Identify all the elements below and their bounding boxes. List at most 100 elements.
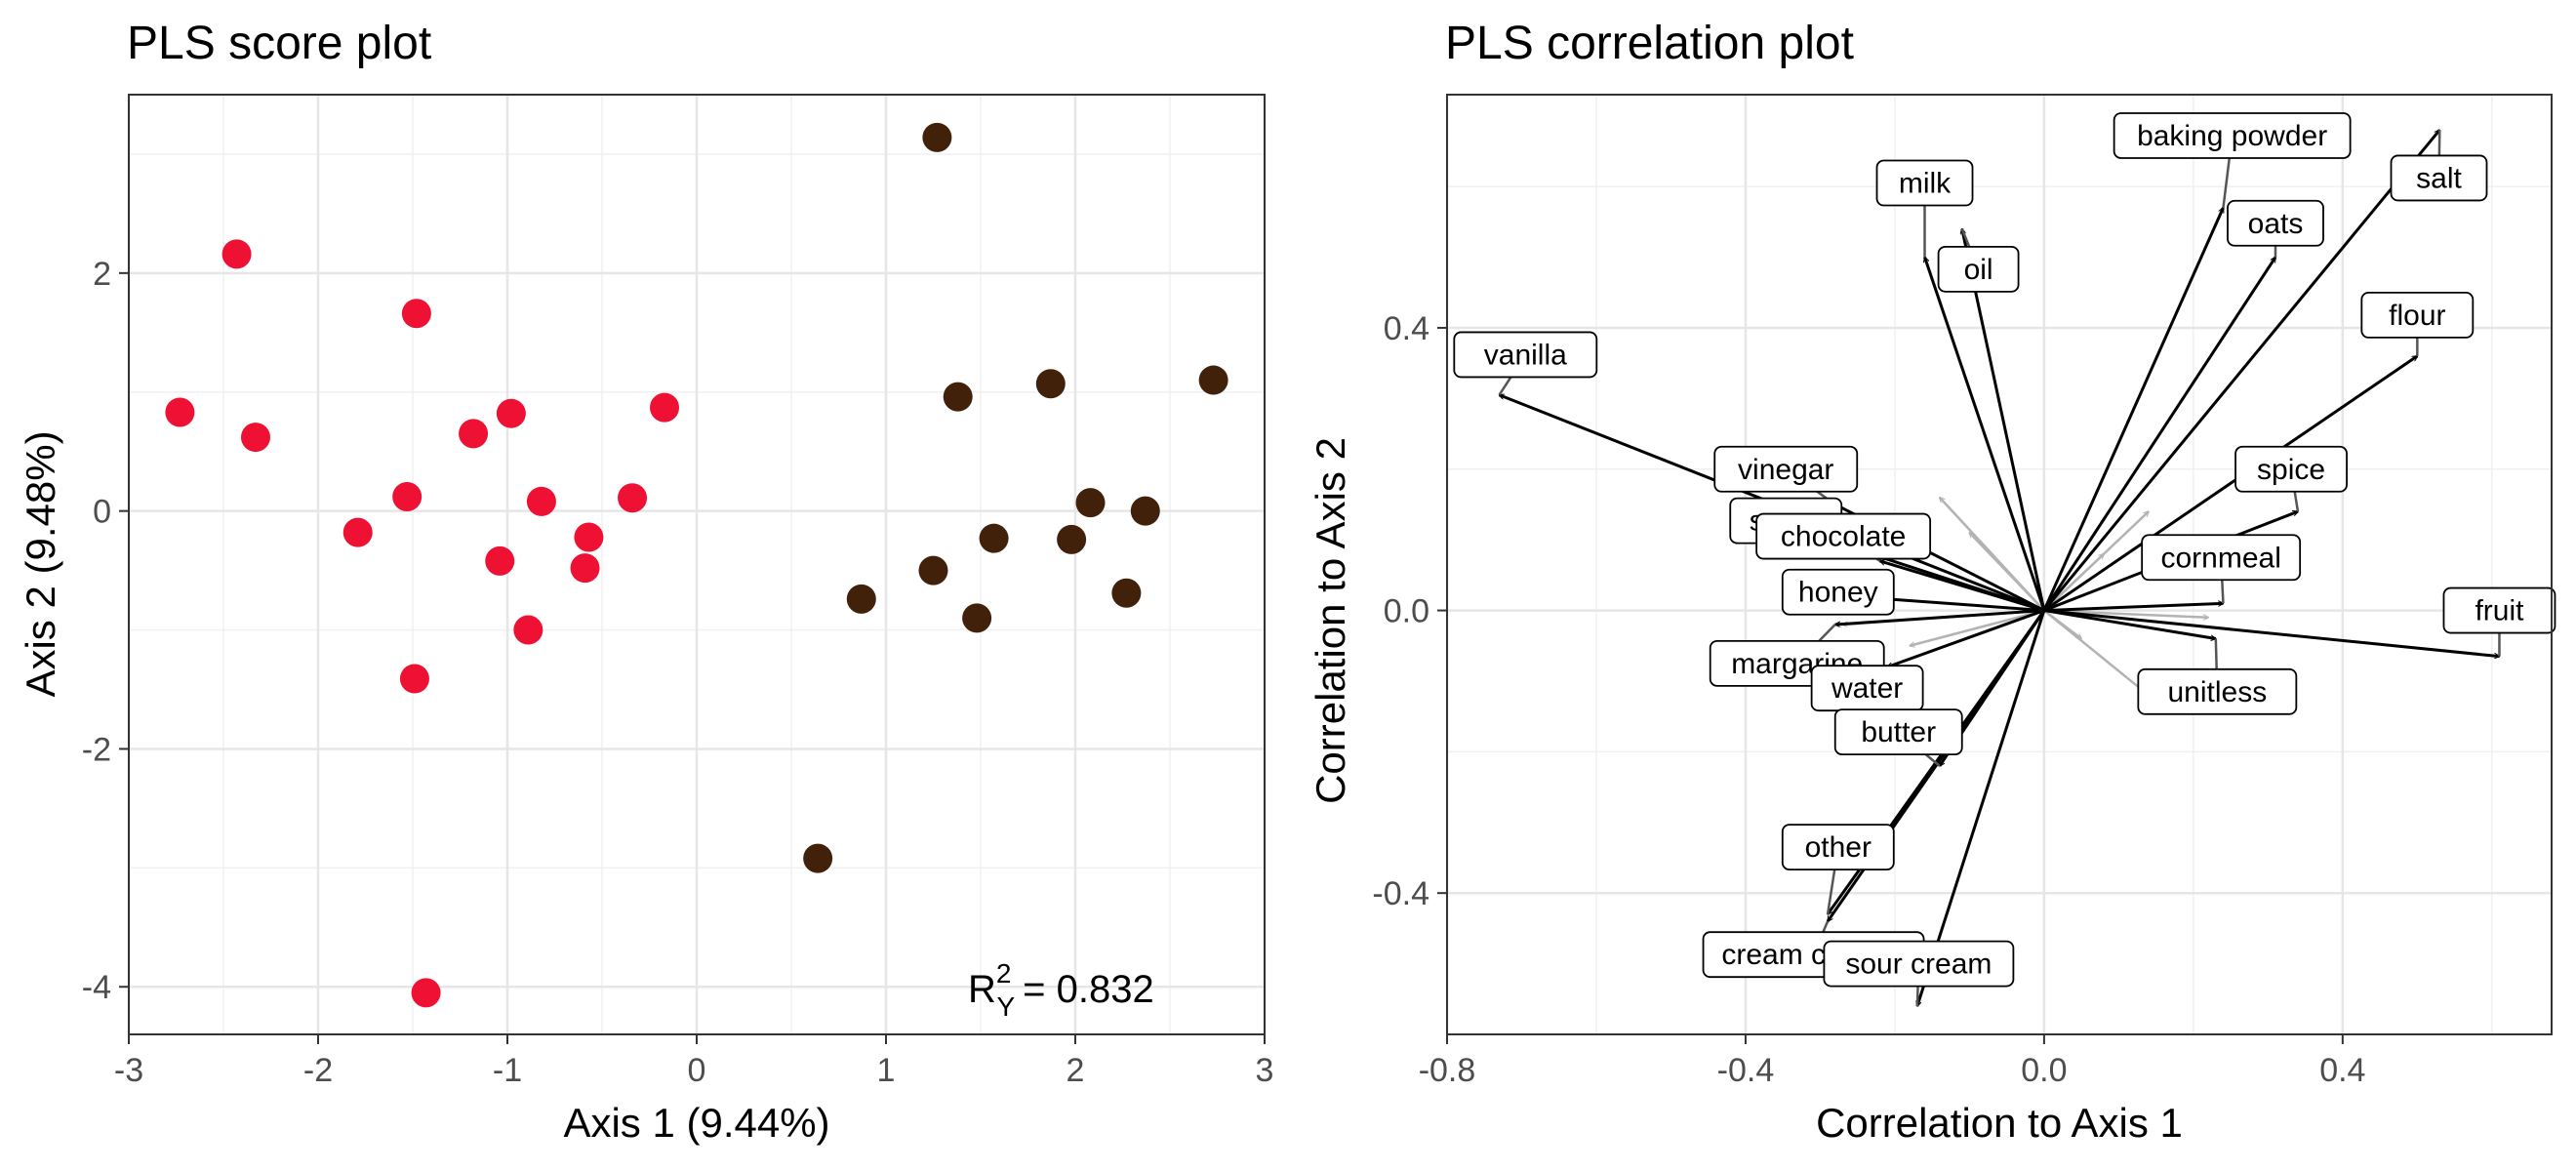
label-box [1937, 245, 2020, 293]
loading-arrow-fruit [2043, 609, 2500, 657]
arrow-label-salt: salt [2390, 130, 2488, 202]
label-box [1713, 445, 1859, 493]
score-point [401, 299, 431, 329]
score-plot: PLS score plot -3 -2 -1 0 1 2 3-4-202 R2 Y = 0.8… [18, 18, 1273, 1146]
arrow-label-chocolate: chocolate [1755, 512, 1932, 562]
score-plot-ticks: -3 -2 -1 0 1 2 3 -4 -2 0 2 [82, 256, 1274, 1089]
loading-arrow-water [1887, 609, 2045, 667]
loading-arrow-cornmeal [2043, 603, 2224, 613]
score-plot-title: PLS score plot [127, 18, 431, 69]
score-plot-xlabel: Axis 1 (9.44%) [563, 1100, 829, 1146]
x-tick-label: 0 [688, 1052, 706, 1089]
label-box [1875, 159, 1974, 207]
score-point [650, 392, 680, 423]
label-box [2234, 445, 2348, 493]
score-point [240, 423, 270, 453]
score-point [342, 517, 373, 547]
score-point [459, 419, 489, 449]
grey-loading-arrow [2043, 554, 2104, 612]
score-point [570, 553, 600, 584]
r2-annotation: R2 Y = 0.832 [968, 958, 1154, 1022]
label-box [2360, 292, 2475, 339]
score-point [485, 545, 515, 576]
score-point [922, 122, 952, 152]
label-box [1833, 708, 1963, 756]
correlation-plot-title: PLS correlation plot [1445, 18, 1854, 69]
score-plot-points [165, 122, 1228, 1008]
arrow-label-oil: oil [1937, 228, 2020, 293]
label-text: fruit [2475, 595, 2524, 627]
loading-arrow-unitless [2043, 609, 2216, 639]
arrow-label-other: other [1781, 824, 1895, 915]
label-box [2227, 199, 2324, 247]
score-point [1075, 488, 1106, 518]
r2-prefix: R [968, 968, 996, 1011]
correlation-plot-ylabel: Correlation to Axis 2 [1308, 437, 1353, 804]
label-text: unitless [2167, 676, 2267, 708]
x-tick-label: -1 [493, 1052, 522, 1089]
y-tick-label: -4 [82, 969, 111, 1006]
arrow-label-oats: oats [2227, 199, 2324, 258]
label-box [2113, 112, 2352, 159]
r2-sup: 2 [996, 958, 1012, 989]
label-text: salt [2416, 162, 2462, 194]
grey-loading-arrow [2043, 609, 2208, 618]
arrow-label-flour: flour [2360, 292, 2475, 356]
x-tick-label: -2 [303, 1052, 333, 1089]
correlation-plot-ticks: -0.8 -0.4 0.0 0.4 -0.4 0.0 0.4 [1372, 310, 2365, 1089]
loading-arrow-oats [2042, 258, 2277, 612]
label-text: sour cream [1845, 949, 1992, 981]
score-point [513, 615, 543, 645]
label-box [1781, 824, 1895, 871]
loading-arrow-milk [1925, 258, 2046, 612]
x-tick-label: -0.8 [1419, 1052, 1476, 1089]
arrow-label-vanilla: vanilla [1453, 331, 1598, 396]
score-point [1198, 365, 1228, 395]
x-tick-label: 1 [877, 1052, 896, 1089]
grey-loading-arrow [2043, 609, 2081, 639]
score-point [1111, 578, 1142, 608]
score-point [221, 239, 252, 269]
arrow-label-honey: honey [1781, 568, 1895, 616]
label-box [2390, 154, 2488, 202]
arrow-label-baking-powder: baking powder [2113, 112, 2352, 209]
score-point [943, 382, 973, 412]
x-tick-label: 2 [1067, 1052, 1085, 1089]
label-text: vanilla [1484, 339, 1567, 371]
arrow-label-unitless: unitless [2137, 638, 2298, 715]
score-point [979, 523, 1009, 553]
r2-sub: Y [996, 991, 1015, 1022]
score-point [618, 483, 648, 513]
label-text: milk [1899, 168, 1952, 200]
arrow-label-butter: butter [1833, 708, 1963, 767]
y-tick-label: 0.4 [1384, 310, 1429, 347]
label-text: honey [1798, 577, 1878, 609]
label-text: cornmeal [2160, 542, 2280, 574]
label-text: chocolate [1781, 521, 1906, 553]
arrow-label-sour-cream: sour cream [1823, 940, 2015, 1007]
score-point [496, 398, 526, 428]
x-tick-label: -3 [114, 1052, 143, 1089]
score-point [574, 522, 604, 552]
score-point [1035, 369, 1066, 399]
label-box [1781, 568, 1895, 616]
x-tick-label: 0.0 [2021, 1052, 2067, 1089]
correlation-plot-labels: vanilla milk oil baking powder oats salt flour… [1453, 112, 2556, 1007]
label-text: oil [1964, 254, 1993, 286]
correlation-plot-border [1446, 94, 2553, 1035]
y-tick-label: 2 [93, 256, 111, 293]
label-text: spice [2257, 454, 2325, 486]
correlation-plot-xlabel: Correlation to Axis 1 [1816, 1100, 2183, 1146]
x-tick-label: -0.4 [1717, 1052, 1775, 1089]
score-point [165, 397, 195, 427]
correlation-plot: PLS correlation plot vanilla milk oil bakin… [1308, 18, 2556, 1146]
loading-arrow-baking-powder [2042, 208, 2225, 612]
y-tick-label: 0 [93, 494, 111, 531]
grey-loading-arrow [1969, 533, 2045, 612]
arrow-label-water: water [1810, 665, 1924, 712]
arrow-label-fruit: fruit [2442, 586, 2556, 657]
label-box [1755, 512, 1932, 560]
label-box [1823, 940, 2015, 988]
score-point [962, 603, 992, 633]
